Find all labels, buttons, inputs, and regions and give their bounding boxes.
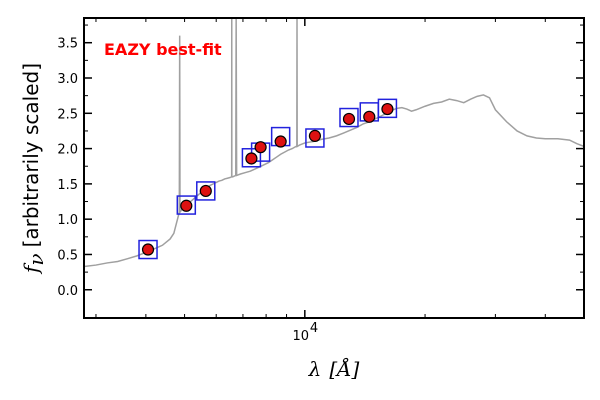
y-tick-label: 1.5 — [57, 178, 78, 193]
x-tick-label: 10 — [293, 329, 310, 344]
model-box — [138, 239, 158, 260]
observed-point — [274, 135, 287, 148]
observed-point — [381, 102, 394, 116]
observed-point — [363, 110, 376, 123]
observed-point — [342, 112, 356, 126]
model-box — [377, 98, 398, 119]
observed-point — [141, 243, 155, 256]
observed-point — [199, 184, 212, 198]
y-axis-title: fν[arbitrarily scaled] — [19, 63, 48, 275]
x-axis-title: λ [Å] — [308, 356, 360, 381]
y-tick-label: 0.0 — [57, 284, 78, 299]
y-tick-label: 2.0 — [57, 143, 78, 158]
y-tick-label: 3.0 — [57, 72, 78, 87]
model-box — [176, 195, 197, 215]
y-tick-label: 0.5 — [57, 248, 78, 263]
observed-point — [308, 129, 322, 142]
y-tick-label: 2.5 — [57, 107, 78, 122]
observed-point — [254, 141, 267, 154]
model-box — [339, 107, 359, 128]
model-box — [196, 181, 216, 201]
plot-frame — [83, 17, 585, 319]
model-box — [305, 128, 325, 148]
annotation-label: EAZY best-fit — [104, 40, 222, 59]
observed-point — [245, 152, 258, 165]
y-tick-label: 1.0 — [57, 213, 78, 228]
observed-point — [180, 199, 193, 212]
axis-ticks: 0.0 0.5 1.0 1.5 2.0 2.5 3.0 3.5 104 — [57, 18, 585, 344]
y-tick-label: 3.5 — [57, 37, 78, 52]
photometry-points — [138, 98, 398, 260]
x-tick-exponent: 4 — [310, 321, 318, 336]
